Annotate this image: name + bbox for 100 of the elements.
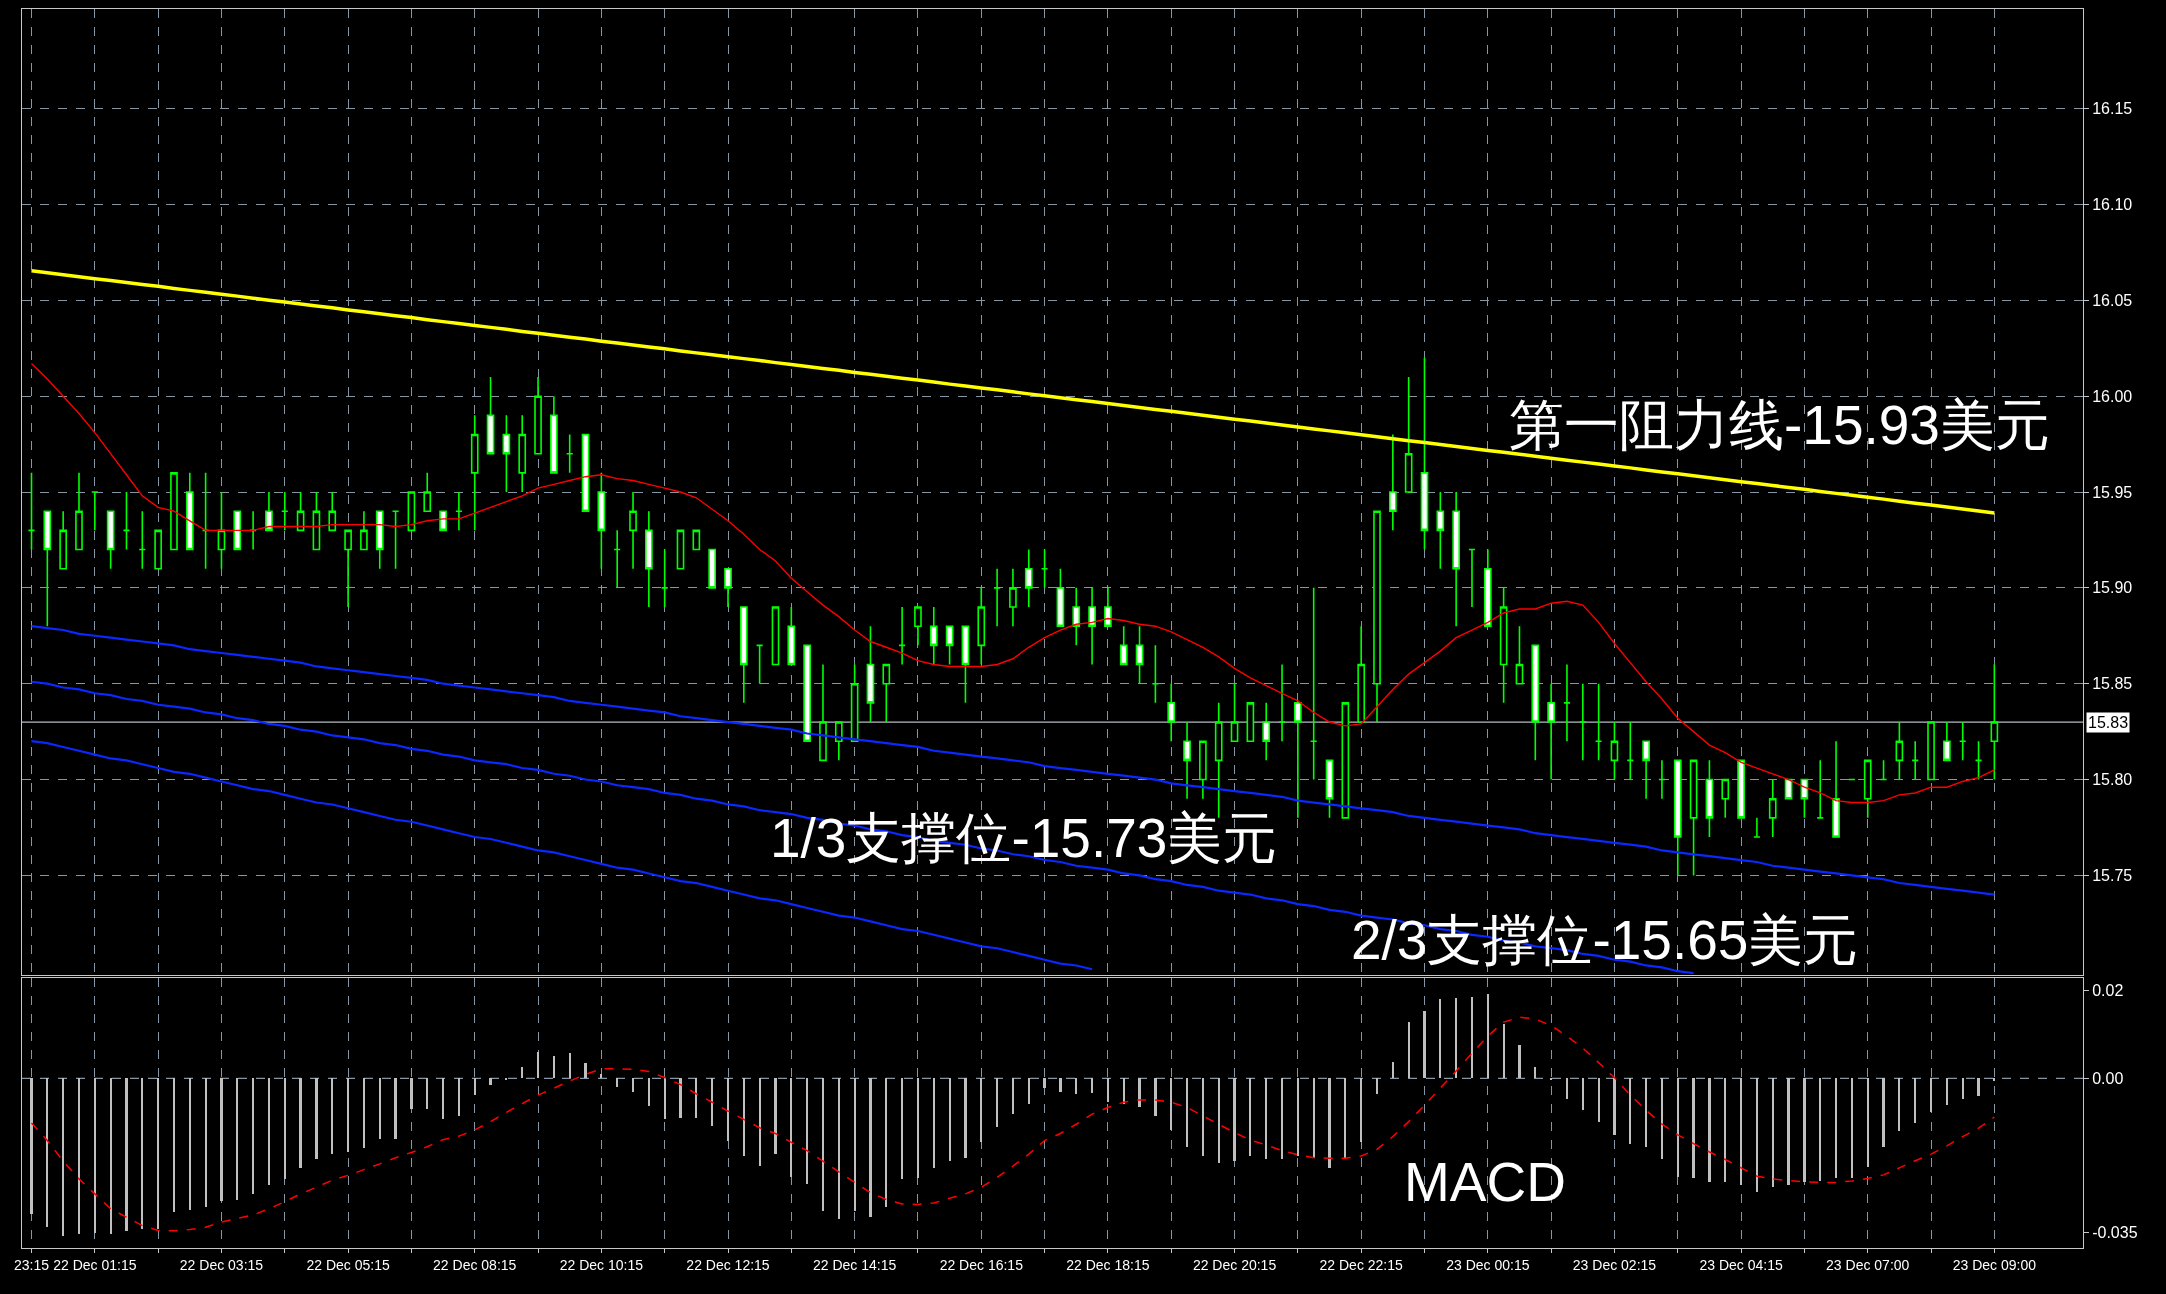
x-tick-label: 22 Dec 18:15 xyxy=(1066,1256,1150,1273)
candlestick xyxy=(518,414,527,493)
candlestick xyxy=(138,510,147,570)
bar xyxy=(569,1053,571,1079)
candlestick xyxy=(1357,625,1366,723)
x-tick-label: 23 Dec 04:15 xyxy=(1699,1256,1783,1273)
bar xyxy=(521,1067,523,1079)
bar xyxy=(1075,1078,1077,1095)
bar xyxy=(62,1078,64,1237)
bar xyxy=(442,1078,444,1120)
candlestick xyxy=(660,548,669,608)
candlestick xyxy=(1135,625,1144,685)
candlestick xyxy=(1151,644,1160,704)
candlestick xyxy=(1958,721,1967,762)
candlestick xyxy=(280,491,289,532)
bar xyxy=(1123,1078,1125,1105)
x-tick-label: 22 Dec 10:15 xyxy=(559,1256,644,1273)
bar xyxy=(980,1078,982,1143)
y-tick-label: 16.10 xyxy=(2092,196,2133,214)
candlestick xyxy=(1848,778,1856,781)
candlestick xyxy=(866,625,875,723)
candlestick xyxy=(882,663,891,723)
y-tick-label: 15.90 xyxy=(2092,579,2133,597)
y-tick-label: 15.75 xyxy=(2092,866,2133,884)
annotation: 第一阻力线-15.93美元 xyxy=(1509,394,2050,456)
candlestick xyxy=(486,376,495,455)
bar xyxy=(1851,1078,1853,1179)
bar xyxy=(1012,1078,1014,1115)
candlestick xyxy=(1072,587,1081,647)
candlestick xyxy=(645,510,653,608)
bar xyxy=(173,1078,175,1213)
bar xyxy=(1202,1078,1204,1157)
bar xyxy=(790,1078,792,1178)
candlestick xyxy=(834,721,843,762)
bar xyxy=(1787,1078,1790,1186)
bar xyxy=(236,1078,238,1201)
bar xyxy=(1566,1078,1568,1100)
bar xyxy=(1028,1078,1030,1105)
candlestick xyxy=(375,510,384,570)
candlestick xyxy=(1753,817,1761,838)
candlestick xyxy=(1547,682,1555,781)
bar xyxy=(1186,1078,1188,1148)
x-tick-label: 22 Dec 03:15 xyxy=(179,1256,264,1273)
candlestick xyxy=(945,625,954,666)
candlestick xyxy=(977,587,986,666)
bar xyxy=(1708,1078,1711,1183)
bar xyxy=(1518,1045,1521,1079)
candlestick xyxy=(170,472,178,551)
line-series xyxy=(30,625,1996,896)
bar xyxy=(1977,1078,1980,1097)
candlestick xyxy=(692,529,701,551)
candlestick xyxy=(344,529,352,608)
bar xyxy=(616,1078,618,1088)
bar xyxy=(933,1078,935,1169)
bar xyxy=(838,1078,840,1220)
candlestick xyxy=(1563,663,1571,742)
y-tick-label: 15.95 xyxy=(2092,483,2133,501)
candlestick xyxy=(1658,759,1666,800)
bar xyxy=(1835,1078,1837,1179)
candlestick xyxy=(771,606,780,666)
bar xyxy=(1946,1078,1948,1106)
candlestick xyxy=(755,644,764,685)
bar xyxy=(1138,1078,1141,1108)
bar xyxy=(1550,1078,1552,1081)
y-tick-label: -0.035 xyxy=(2092,1224,2138,1242)
candlestick xyxy=(1531,644,1540,762)
candlestick xyxy=(90,491,99,532)
candlestick xyxy=(1119,625,1128,666)
y-tick-label: 15.80 xyxy=(2092,771,2133,789)
bar xyxy=(727,1078,729,1142)
candlestick xyxy=(1199,740,1207,800)
bar xyxy=(347,1078,349,1153)
bar xyxy=(632,1078,634,1093)
bar xyxy=(141,1078,143,1230)
bar xyxy=(1423,1011,1426,1079)
candlestick xyxy=(1420,357,1429,551)
candlestick xyxy=(629,491,637,570)
bar xyxy=(1059,1078,1062,1093)
candlestick xyxy=(1294,702,1302,819)
bar xyxy=(996,1078,998,1128)
candlestick xyxy=(1040,548,1049,589)
bar xyxy=(1772,1078,1774,1188)
bar xyxy=(1677,1078,1679,1178)
x-tick-label: 22 Dec 20:15 xyxy=(1192,1256,1277,1273)
candlestick xyxy=(565,433,574,474)
bar xyxy=(458,1078,460,1117)
bar xyxy=(299,1078,302,1169)
line-series xyxy=(29,269,1997,515)
bar xyxy=(885,1078,887,1208)
candlestick xyxy=(724,567,732,608)
bar xyxy=(1455,998,1457,1079)
bar xyxy=(964,1078,967,1159)
candlestick xyxy=(1246,702,1255,742)
bar xyxy=(1043,1078,1046,1089)
bar xyxy=(1218,1078,1220,1164)
candlestick xyxy=(1974,740,1983,781)
bar xyxy=(1313,1078,1315,1159)
candlestick xyxy=(914,606,922,647)
bar xyxy=(949,1078,951,1162)
bar xyxy=(1645,1078,1647,1148)
